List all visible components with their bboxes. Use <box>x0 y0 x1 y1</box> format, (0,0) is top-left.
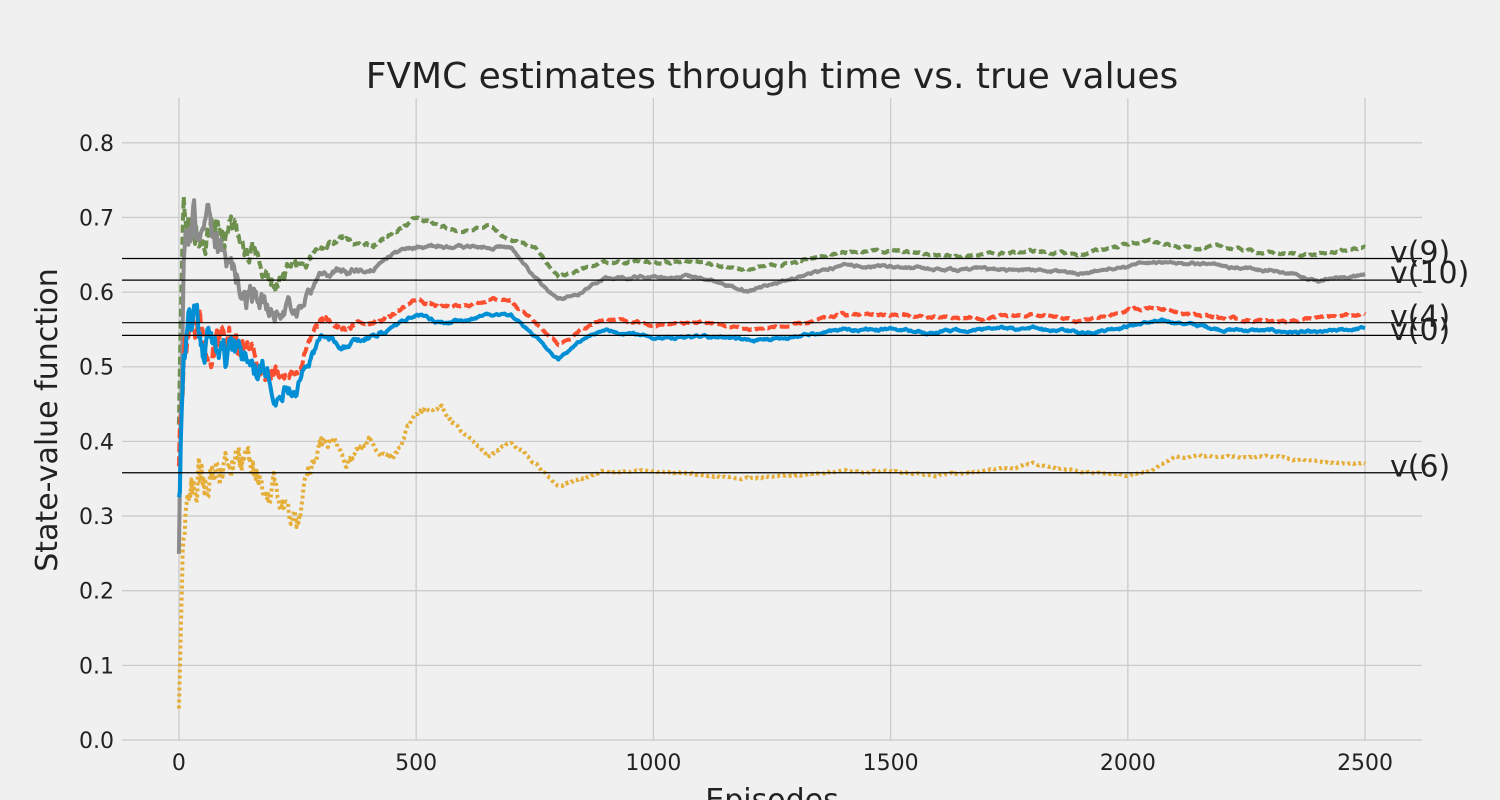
tick-labels: 0 500 1000 1500 2000 2500 0.0 0.1 0.2 0.3 0.4 0.5 0.… <box>79 132 1393 776</box>
series-line-1 <box>176 194 1367 425</box>
y-tick-label: 0.8 <box>79 132 114 157</box>
grid <box>122 98 1422 741</box>
y-axis-label: State-value function <box>30 268 65 571</box>
series-line-5 <box>176 403 1367 709</box>
y-tick-label: 0.0 <box>79 729 114 754</box>
chart-title: FVMC estimates through time vs. true val… <box>366 56 1179 97</box>
x-tick-label: 2000 <box>1100 751 1156 776</box>
y-tick-label: 0.7 <box>79 206 114 231</box>
y-tick-label: 0.2 <box>79 580 114 605</box>
series-line-4 <box>176 302 1367 498</box>
x-tick-label: 500 <box>395 751 437 776</box>
series-line-2 <box>176 198 1367 554</box>
y-tick-label: 0.5 <box>79 356 114 381</box>
x-tick-label: 0 <box>172 751 186 776</box>
x-tick-label: 2500 <box>1337 751 1393 776</box>
x-tick-label: 1500 <box>863 751 919 776</box>
y-tick-label: 0.3 <box>79 505 114 530</box>
series-layer <box>176 194 1367 709</box>
reference-line-label: v(0) <box>1390 313 1450 348</box>
y-tick-label: 0.1 <box>79 654 114 679</box>
x-axis-label: Episodes <box>705 783 838 800</box>
reference-line-label: v(4) <box>1390 299 1450 334</box>
reference-lines: v(9)v(10) v(4)v(0) v(6) <box>122 235 1469 485</box>
reference-line-label: v(10) <box>1390 256 1469 291</box>
x-tick-label: 1000 <box>625 751 681 776</box>
reference-line-label: v(9) <box>1390 235 1450 270</box>
y-tick-label: 0.6 <box>79 281 114 306</box>
y-tick-label: 0.4 <box>79 430 114 455</box>
series-line-3 <box>176 296 1367 467</box>
reference-line-label: v(6) <box>1390 450 1450 485</box>
